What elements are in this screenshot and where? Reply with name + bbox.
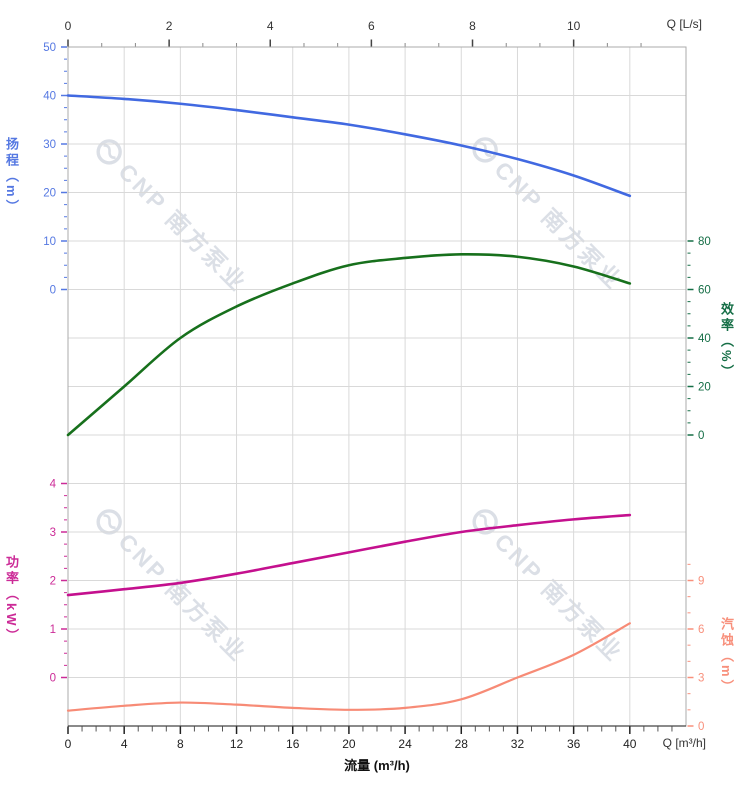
top-axis-tick-label: 8 (469, 19, 476, 33)
bottom-axis-tick-label: 8 (177, 737, 184, 751)
x-axis-title: 流量 (m³/h) (344, 758, 410, 773)
bottom-axis-tick-label: 32 (511, 737, 525, 751)
bottom-axis-tick-label: 0 (65, 737, 72, 751)
top-axis-tick-label: 10 (567, 19, 581, 33)
watermark: CNP 南方泵业 (88, 500, 257, 669)
efficiency-axis-tick-label: 80 (698, 236, 711, 248)
cnp-logo-icon (466, 130, 504, 168)
bottom-axis-tick-label: 20 (342, 737, 356, 751)
head-axis-title: 扬程（m） (4, 137, 19, 216)
bottom-axis-tick-label: 12 (230, 737, 244, 751)
top-axis-tick-label: 2 (166, 19, 173, 33)
head-axis-tick-label: 30 (43, 139, 56, 151)
top-axis-unit-label: Q [L/s] (666, 17, 702, 31)
power-axis-tick-label: 0 (50, 673, 56, 685)
top-axis-tick-label: 0 (65, 19, 72, 33)
watermark: CNP 南方泵业 (464, 128, 633, 297)
efficiency-axis-title: 效率（%） (719, 302, 734, 381)
cnp-logo-icon (90, 502, 128, 540)
npsh-axis-tick-label: 6 (698, 624, 704, 636)
efficiency-curve (66, 253, 632, 437)
top-axis-tick-label: 6 (368, 19, 375, 33)
top-axis-tick-label: 4 (267, 19, 274, 33)
power-axis-tick-label: 1 (50, 624, 56, 636)
power-axis-tick-label: 3 (50, 527, 56, 539)
head-axis-tick-label: 10 (43, 236, 56, 248)
bottom-axis-tick-label: 16 (286, 737, 300, 751)
bottom-axis-tick-label: 36 (567, 737, 581, 751)
npsh-axis-tick-label: 9 (698, 576, 704, 588)
bottom-axis-tick-label: 4 (121, 737, 128, 751)
npsh-axis-tick-label: 3 (698, 673, 704, 685)
head-axis-tick-label: 20 (43, 188, 56, 200)
head-axis-tick-label: 50 (43, 42, 56, 54)
bottom-axis-tick-label: 24 (398, 737, 412, 751)
bottom-axis-tick-label: 40 (623, 737, 637, 751)
efficiency-axis-tick-label: 0 (698, 430, 704, 442)
efficiency-axis-tick-label: 20 (698, 382, 711, 394)
power-axis-title: 功率（kW） (4, 555, 19, 645)
head-curve (66, 94, 632, 198)
power-axis-tick-label: 2 (50, 576, 56, 588)
efficiency-axis-tick-label: 60 (698, 285, 711, 297)
npsh-axis-title: 汽蚀（m） (719, 617, 734, 696)
power-curve (66, 513, 632, 597)
bottom-axis-unit-label: Q [m³/h] (662, 736, 706, 750)
efficiency-axis-tick-label: 40 (698, 333, 711, 345)
npsh-axis-tick-label: 0 (698, 721, 704, 733)
bottom-axis-tick-label: 28 (455, 737, 469, 751)
npsh-curve (66, 622, 631, 712)
head-axis-tick-label: 40 (43, 91, 56, 103)
head-axis-tick-label: 0 (50, 285, 56, 297)
power-axis-tick-label: 4 (50, 479, 57, 491)
